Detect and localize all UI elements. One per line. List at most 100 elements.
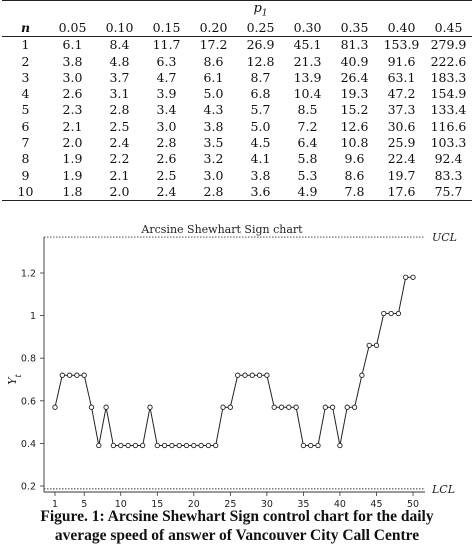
data-point	[183, 442, 190, 449]
table-row: 5 2.3 2.8 3.4 4.3 5.7 8.5 15.2 37.3 133.4	[2, 102, 472, 118]
data-point	[88, 404, 95, 410]
data-point	[381, 310, 387, 317]
x-tick-label: 25	[224, 499, 236, 510]
table-cell: 183.3	[430, 69, 467, 85]
table-cell: 30.6	[387, 118, 416, 134]
data-point	[154, 442, 160, 449]
table-cell: 1.8	[49, 183, 96, 201]
table-cell: 3.0	[203, 167, 224, 183]
figure-caption: Figure. 1: Arcsine Shewhart Sign control…	[0, 507, 474, 545]
data-series	[52, 274, 416, 449]
table-cell: 17.6	[378, 183, 425, 201]
table-cell: 6.8	[250, 86, 271, 102]
data-point	[315, 442, 321, 449]
table-cell: 17.2	[199, 37, 228, 53]
data-point	[344, 404, 350, 410]
data-point	[337, 442, 343, 449]
data-point	[125, 442, 131, 449]
x-tick-label: 40	[334, 499, 346, 510]
n-column-header: n	[2, 18, 49, 37]
y-tick-label: 0.2	[21, 482, 36, 493]
data-point	[359, 372, 365, 378]
x-tick-label: 10	[115, 499, 127, 510]
table-cell: 5.3	[297, 167, 318, 183]
data-point	[176, 442, 182, 449]
data-point	[198, 442, 204, 449]
table-cell: 2.4	[143, 183, 190, 201]
x-tick-label: 1	[52, 499, 58, 510]
data-point	[96, 442, 102, 449]
data-point	[161, 442, 168, 449]
caption-line-1: Figure. 1: Arcsine Shewhart Sign control…	[40, 508, 434, 525]
table-cell: 5.8	[297, 151, 318, 167]
table-cell: 2.4	[109, 135, 130, 151]
table-cell: 222.6	[430, 53, 467, 69]
data-point	[220, 404, 226, 410]
table-cell: 2.1	[62, 118, 83, 134]
table-cell: 10.4	[293, 86, 322, 102]
y-tick-label: 0.6	[21, 396, 36, 407]
table-cell: 2.8	[109, 102, 130, 118]
table-cell: 103.3	[430, 135, 467, 151]
arl-table: p1 n 0.05 0.10 0.15 0.20 0.25 0.30 0.35 0.40 0.45 1…	[2, 0, 472, 201]
table-cell: 75.7	[425, 183, 472, 201]
control-chart: Arcsine Shewhart Sign chart 0.2 0.4 0.6 0.8…	[6, 223, 457, 510]
arl-table-grid: p1 n 0.05 0.10 0.15 0.20 0.25 0.30 0.35 0.40 0.45 1…	[2, 0, 472, 201]
column-header: 0.20	[190, 18, 237, 37]
table-cell: 8.4	[109, 37, 130, 53]
data-point	[191, 442, 197, 449]
table-row: 6 2.1 2.5 3.0 3.8 5.0 7.2 12.6 30.6 116.6	[2, 118, 472, 134]
table-cell: 12.8	[246, 53, 275, 69]
row-n-cell: 6	[21, 118, 30, 134]
data-point	[308, 442, 314, 449]
table-cell: 25.9	[387, 135, 416, 151]
table-cell: 116.6	[430, 118, 467, 134]
table-row: 3 3.0 3.7 4.7 6.1 8.7 13.9 26.4 63.1 183.3	[2, 69, 472, 85]
table-cell: 7.2	[297, 118, 318, 134]
table-row: 10 1.8 2.0 2.4 2.8 3.6 4.9 7.8 17.6 75.7	[2, 183, 472, 201]
data-point	[410, 274, 416, 280]
table-row: 2 3.8 4.8 6.3 8.6 12.8 21.3 40.9 91.6 222.6	[2, 53, 472, 69]
column-header: 0.45	[425, 18, 472, 37]
y-tick-label: 0.4	[21, 439, 36, 450]
column-header: 0.25	[237, 18, 284, 37]
table-cell: 92.4	[434, 151, 463, 167]
data-point	[140, 442, 146, 449]
data-point	[329, 404, 336, 410]
table-cell: 26.9	[246, 37, 275, 53]
table-cell: 3.5	[203, 135, 224, 151]
table-cell: 3.9	[156, 86, 177, 102]
data-point	[249, 372, 255, 378]
data-point	[388, 310, 394, 317]
data-point	[59, 372, 65, 378]
table-cell: 153.9	[383, 37, 420, 53]
data-point	[118, 442, 124, 449]
data-point	[286, 404, 292, 410]
column-header: 0.30	[284, 18, 331, 37]
limit-label: UCL	[432, 231, 457, 244]
data-point	[103, 404, 109, 410]
table-cell: 83.3	[434, 167, 463, 183]
column-header: 0.35	[331, 18, 378, 37]
table-cell: 5.0	[250, 118, 271, 134]
row-n-cell: 1	[21, 37, 30, 53]
table-cell: 9.6	[344, 151, 365, 167]
data-point	[110, 442, 117, 449]
table-cell: 279.9	[430, 37, 467, 53]
row-n-cell: 4	[21, 86, 30, 102]
table-cell: 8.7	[250, 69, 271, 85]
table-cell: 7.8	[331, 183, 378, 201]
x-tick-label: 35	[297, 499, 309, 510]
table-cell: 154.9	[430, 86, 467, 102]
x-tick-label: 15	[151, 499, 163, 510]
table-cell: 45.1	[293, 37, 322, 53]
table-cell: 4.9	[284, 183, 331, 201]
table-cell: 6.4	[297, 135, 318, 151]
table-cell: 2.1	[109, 167, 130, 183]
table-cell: 6.1	[203, 69, 224, 85]
table-cell: 2.2	[109, 151, 130, 167]
table-cell: 3.0	[156, 118, 177, 134]
y-axis-label: Yt	[6, 373, 23, 384]
table-row: 1 6.1 8.4 11.7 17.2 26.9 45.1 81.3 153.9 279.9	[2, 36, 472, 53]
